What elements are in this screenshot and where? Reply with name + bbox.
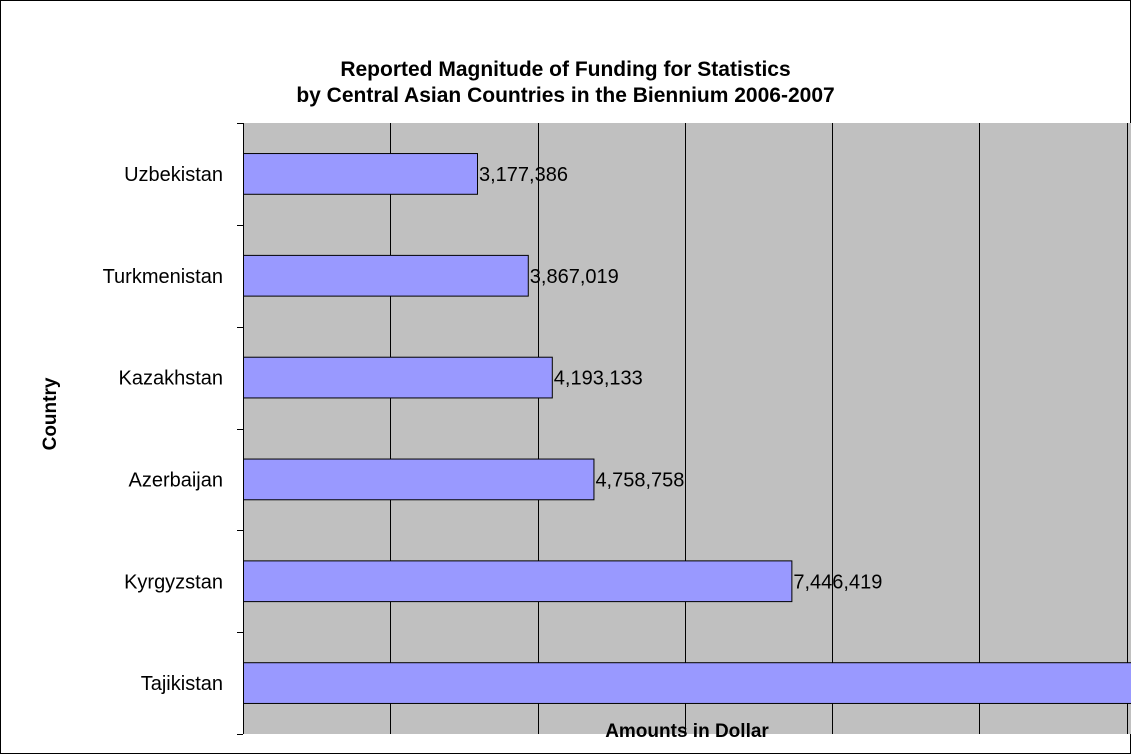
- bar: [243, 560, 793, 603]
- category-label: Turkmenistan: [103, 266, 223, 288]
- data-label: 7,446,419: [793, 571, 882, 593]
- x-axis-title: Amounts in Dollar: [605, 721, 769, 742]
- bar: [243, 458, 595, 501]
- category-labels: Uzbekistan Turkmenistan Kazakhstan Azerbaij…: [103, 164, 223, 695]
- data-labels: 3,177,386 3,867,019 4,193,133 4,758,758 7,44…: [479, 164, 882, 593]
- y-axis-title: Country: [40, 377, 61, 450]
- data-label: 4,193,133: [554, 368, 643, 390]
- bar: [243, 356, 553, 399]
- category-label: Kazakhstan: [118, 368, 223, 390]
- category-label: Kyrgyzstan: [124, 571, 223, 593]
- category-label: Uzbekistan: [124, 164, 223, 186]
- gridlines: [390, 123, 1128, 734]
- data-label: 4,758,758: [595, 469, 684, 491]
- bar: [243, 662, 1131, 704]
- y-axis-ticks: [237, 123, 243, 735]
- data-label: 3,867,019: [530, 266, 619, 288]
- bars: [243, 153, 1131, 704]
- chart-title-line-1: Reported Magnitude of Funding for Statis…: [340, 58, 791, 81]
- bar: [243, 254, 529, 297]
- bar: [243, 153, 478, 195]
- plot-area: [243, 123, 1131, 734]
- data-label: 3,177,386: [479, 164, 568, 186]
- chart-title-line-2: by Central Asian Countries in the Bienni…: [296, 84, 835, 107]
- category-label: Azerbaijan: [128, 469, 223, 491]
- category-label: Tajikistan: [141, 673, 223, 695]
